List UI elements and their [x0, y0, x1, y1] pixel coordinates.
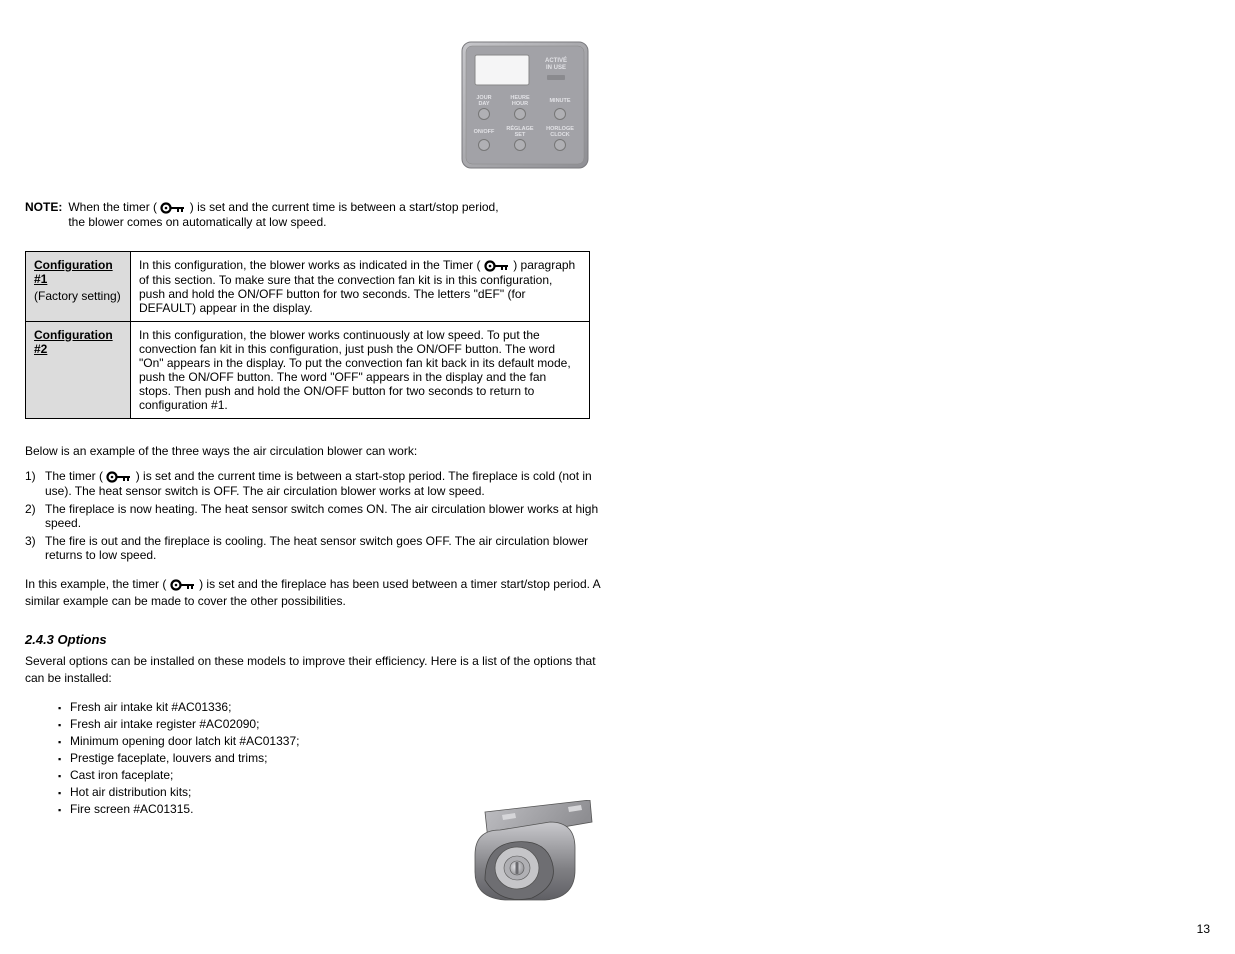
list-item: Fresh air intake register #AC02090; — [58, 717, 615, 731]
config1-body-cell: In this configuration, the blower works … — [131, 251, 590, 321]
key-icon — [160, 201, 186, 215]
svg-text:ACTIVÉ: ACTIVÉ — [545, 56, 567, 64]
svg-text:DAY: DAY — [478, 101, 489, 107]
table-row: Configuration #2 In this configuration, … — [26, 321, 590, 418]
svg-text:SET: SET — [515, 132, 526, 138]
options-description: Several options can be installed on thes… — [25, 653, 615, 687]
paragraph: In this example, the timer ( ) is set an… — [25, 576, 615, 610]
example-text-1: The timer ( ) is set and the current tim… — [45, 469, 615, 498]
svg-text:ON/OFF: ON/OFF — [474, 129, 495, 135]
svg-text:RÉGLAGE: RÉGLAGE — [506, 124, 534, 132]
page-number: 13 — [1197, 922, 1210, 936]
config2-body-cell: In this configuration, the blower works … — [131, 321, 590, 418]
configuration-table: Configuration #1 (Factory setting) In th… — [25, 251, 590, 419]
example-text-2: The fireplace is now heating. The heat s… — [45, 502, 615, 530]
key-icon — [170, 578, 196, 592]
note-text: When the timer ( ) is set and the curren… — [68, 200, 518, 229]
config1-header-cell: Configuration #1 (Factory setting) — [26, 251, 131, 321]
example-intro: Below is an example of the three ways th… — [25, 443, 615, 460]
list-item: Hot air distribution kits; — [58, 785, 615, 799]
options-heading: 2.4.3 Options — [25, 632, 615, 647]
table-row: Configuration #1 (Factory setting) In th… — [26, 251, 590, 321]
note-label: NOTE: — [25, 200, 62, 214]
list-item: Cast iron faceplate; — [58, 768, 615, 782]
svg-text:IN USE: IN USE — [546, 65, 566, 71]
example-number-1: 1) — [25, 469, 39, 498]
example-number-2: 2) — [25, 502, 39, 530]
list-item: Prestige faceplate, louvers and trims; — [58, 751, 615, 765]
list-item: Minimum opening door latch kit #AC01337; — [58, 734, 615, 748]
svg-text:MINUTE: MINUTE — [549, 98, 570, 104]
svg-text:HOUR: HOUR — [512, 101, 528, 107]
key-icon — [106, 470, 132, 484]
example-number-3: 3) — [25, 534, 39, 562]
key-icon — [484, 259, 510, 273]
air-intake-damper-illustration — [460, 800, 600, 913]
timer-device-illustration: ACTIVÉ IN USE JOUR DAY HEURE HOUR MINUTE… — [460, 40, 590, 173]
config2-header-cell: Configuration #2 — [26, 321, 131, 418]
example-text-3: The fire is out and the fireplace is coo… — [45, 534, 615, 562]
list-item: Fresh air intake kit #AC01336; — [58, 700, 615, 714]
svg-text:CLOCK: CLOCK — [550, 132, 570, 138]
